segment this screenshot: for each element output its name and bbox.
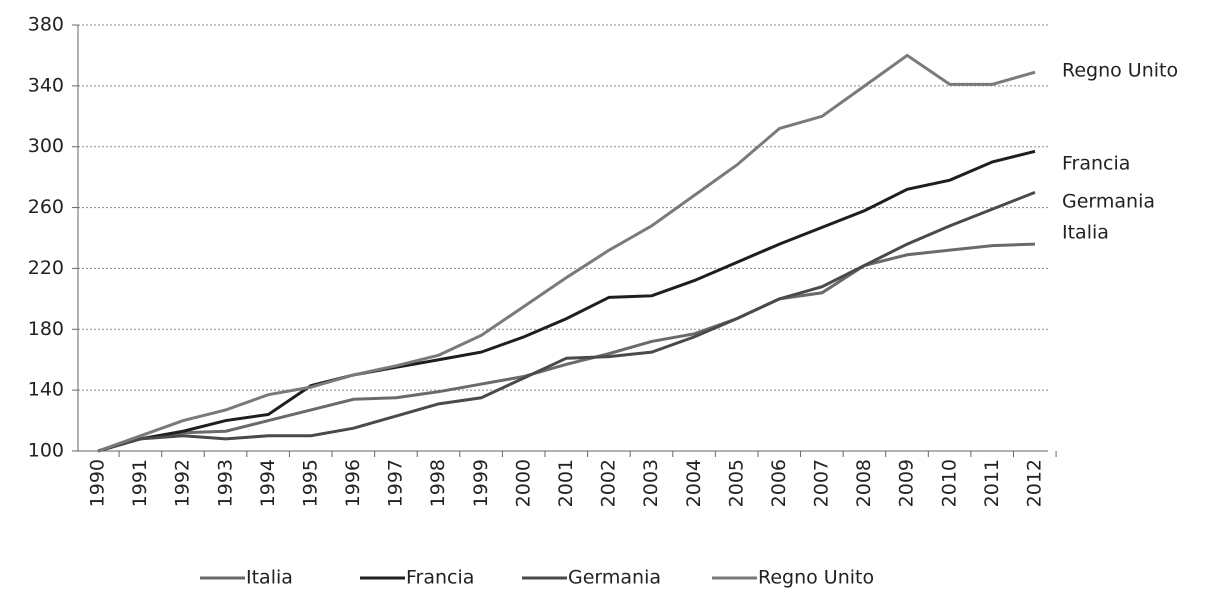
x-tick-label: 2010: [938, 459, 960, 507]
legend-label: Francia: [406, 567, 474, 589]
x-tick-label: 2006: [768, 459, 790, 507]
x-tick-label: 2003: [640, 459, 662, 507]
x-tick-label: 2012: [1024, 459, 1046, 507]
y-tick-label: 340: [28, 74, 64, 96]
x-tick-label: 2008: [853, 459, 875, 507]
x-tick-label: 2007: [811, 459, 833, 507]
line-series: [97, 190, 1036, 453]
x-tick-label: 2009: [896, 459, 918, 507]
x-tick-label: 2001: [555, 459, 577, 507]
y-tick-label: 300: [28, 135, 64, 157]
legend-label: Regno Unito: [758, 567, 874, 589]
x-tick-label: 2004: [683, 459, 705, 507]
y-tick-label: 100: [28, 440, 64, 462]
x-tick-label: 2011: [981, 459, 1003, 507]
x-tick-label: 2002: [598, 459, 620, 507]
x-tick-label: 1995: [299, 459, 321, 507]
x-tick-label: 1998: [427, 459, 449, 507]
y-tick-label: 380: [28, 14, 64, 36]
line-series: [97, 53, 1036, 453]
x-tick-label: 1990: [87, 459, 109, 507]
y-tick-label: 260: [28, 196, 64, 218]
legend-label: Germania: [568, 567, 661, 589]
y-tick-label: 180: [28, 318, 64, 340]
x-tick-label: 1999: [470, 459, 492, 507]
annotation: Regno Unito: [1062, 60, 1178, 82]
x-tick-label: 1996: [342, 459, 364, 507]
annotation: Francia: [1062, 153, 1130, 175]
x-tick-label: 1994: [257, 459, 279, 507]
line-series: [97, 149, 1036, 453]
x-tick-label: 2000: [512, 459, 534, 507]
line-series: [97, 242, 1036, 453]
y-tick-label: 220: [28, 257, 64, 279]
x-tick-label: 1997: [385, 459, 407, 507]
annotation: Italia: [1062, 222, 1109, 244]
x-tick-label: 2005: [725, 459, 747, 507]
annotation: Germania: [1062, 191, 1155, 213]
x-tick-label: 1992: [172, 459, 194, 507]
legend-label: Italia: [246, 567, 293, 589]
y-tick-label: 140: [28, 379, 64, 401]
x-tick-label: 1991: [129, 459, 151, 507]
x-tick-label: 1993: [214, 459, 236, 507]
